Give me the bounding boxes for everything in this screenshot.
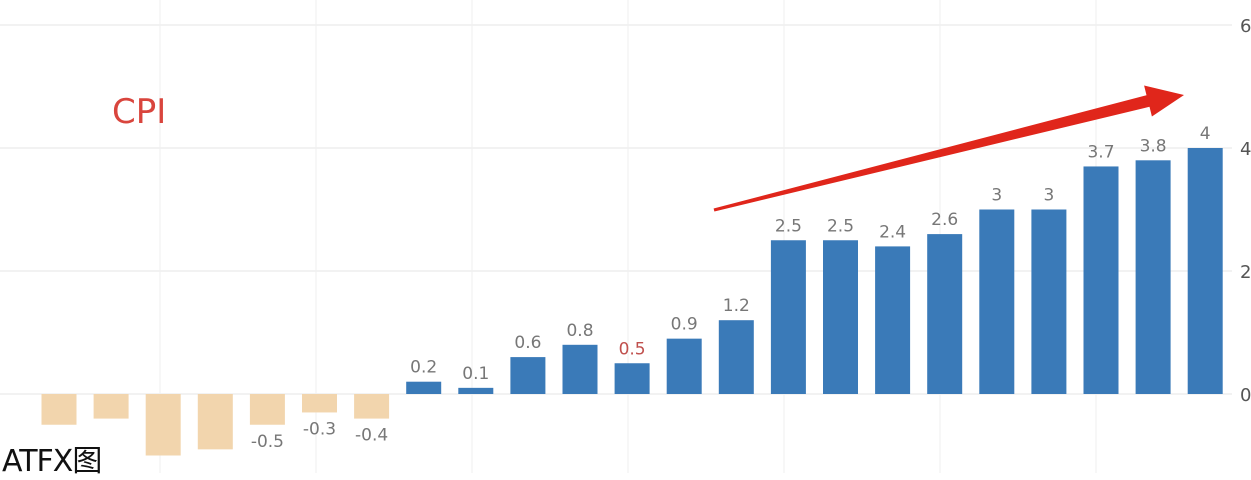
- data-label: 3: [991, 186, 1002, 206]
- bar: [302, 394, 337, 413]
- y-tick-label: 2: [1240, 262, 1251, 283]
- bar: [41, 394, 77, 425]
- y-tick-label: 0: [1240, 385, 1251, 406]
- data-label: -0.5: [251, 432, 284, 452]
- bar: [1135, 160, 1171, 394]
- bar: [406, 381, 442, 394]
- bar: [93, 394, 129, 419]
- bar: [249, 394, 285, 425]
- data-label: 0.8: [566, 321, 593, 341]
- data-label: 2.6: [931, 210, 958, 230]
- bar: [354, 394, 390, 419]
- watermark: ATFX图: [2, 436, 102, 480]
- data-label: 2.5: [775, 216, 802, 236]
- data-label: 1.2: [723, 296, 750, 316]
- bar: [979, 209, 1015, 394]
- y-tick-label: 4: [1240, 139, 1251, 160]
- data-label: 3.7: [1087, 142, 1114, 162]
- data-label: 0.1: [462, 364, 489, 384]
- y-tick-label: 6: [1240, 16, 1251, 37]
- bar: [197, 394, 233, 450]
- bar: [1187, 148, 1223, 394]
- data-label: -0.3: [303, 419, 336, 439]
- data-label: 3: [1043, 186, 1054, 206]
- data-label: 2.5: [827, 216, 854, 236]
- bar: [666, 338, 702, 394]
- chart-title: CPI: [112, 92, 167, 132]
- bar: [875, 246, 911, 394]
- data-label: -0.4: [355, 426, 388, 446]
- data-label: 2.4: [879, 222, 906, 242]
- data-label: 4: [1200, 124, 1211, 144]
- bar: [562, 344, 598, 394]
- bar: [770, 240, 806, 394]
- data-label: 0.9: [671, 315, 698, 335]
- bar: [510, 357, 546, 394]
- bar: [1083, 166, 1119, 394]
- bar: [614, 363, 650, 394]
- bar: [927, 234, 963, 394]
- data-label: 0.5: [619, 339, 646, 359]
- data-label: 3.8: [1140, 136, 1167, 156]
- bar: [823, 240, 858, 394]
- bar: [145, 394, 181, 456]
- bar: [1031, 209, 1067, 394]
- data-label: 0.6: [514, 333, 541, 353]
- bar: [718, 320, 754, 394]
- trend-arrow: [713, 85, 1184, 212]
- bar: [458, 387, 494, 394]
- data-label: 0.2: [410, 358, 437, 378]
